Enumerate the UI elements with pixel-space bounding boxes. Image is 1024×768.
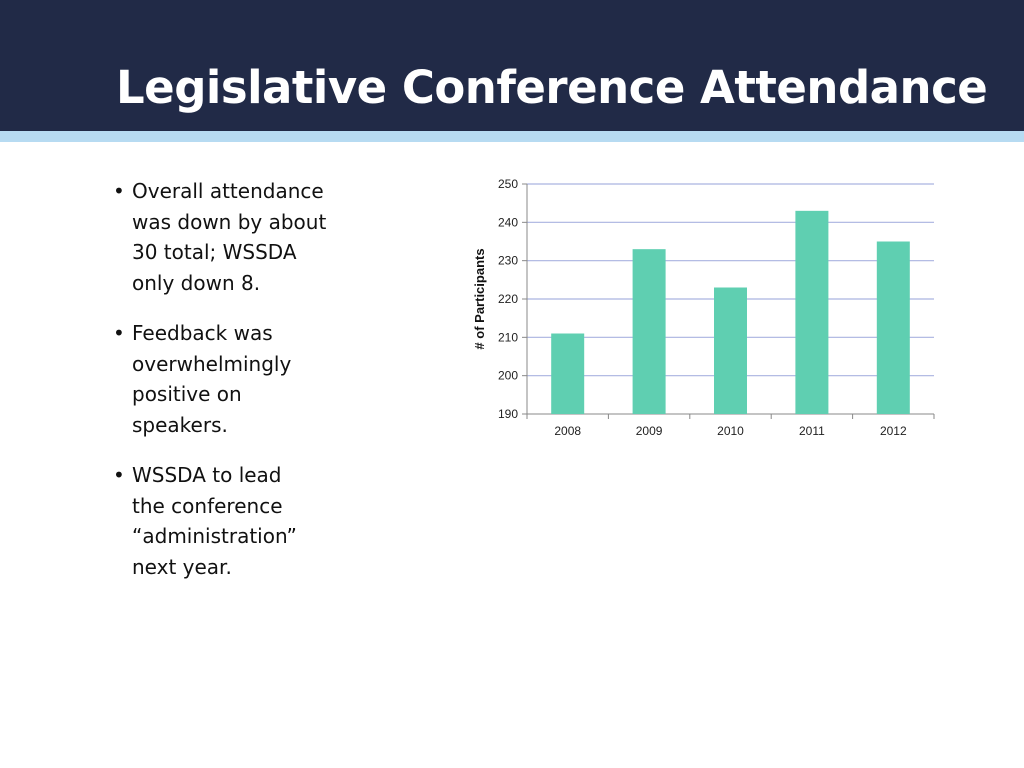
bullet-item: Overall attendance was down by about 30 … [113,176,363,298]
x-tick-label: 2011 [799,424,825,438]
bar-2012 [876,241,910,414]
bar-2008 [551,333,585,414]
y-tick-label: 220 [498,292,518,306]
y-tick-label: 190 [498,407,518,421]
y-tick-label: 200 [498,369,518,383]
slide-title: Legislative Conference Attendance [116,61,988,114]
bar-2010 [714,287,747,414]
bullet-list: Overall attendance was down by about 30 … [113,176,363,602]
y-tick-label: 250 [498,177,518,191]
slide-header [0,0,1024,131]
attendance-bar-chart: 190 200 210 220 230 240 250 2008 2009 2010 2011 201… [472,177,935,438]
bullet-item: Feedback was overwhelmingly positive on … [113,318,363,440]
bar-2009 [632,249,666,414]
y-axis-title: # of Participants [472,248,487,349]
y-tick-label: 230 [498,254,518,268]
header-stripe [0,131,1024,142]
x-tick-label: 2008 [554,424,581,438]
x-tick-label: 2010 [717,424,744,438]
x-tick-label: 2012 [880,424,907,438]
bar-2011 [795,210,829,414]
y-tick-label: 240 [498,215,518,229]
bullet-item: WSSDA to lead the conference “administra… [113,460,363,582]
y-tick-label: 210 [498,330,518,344]
x-tick-label: 2009 [636,424,663,438]
